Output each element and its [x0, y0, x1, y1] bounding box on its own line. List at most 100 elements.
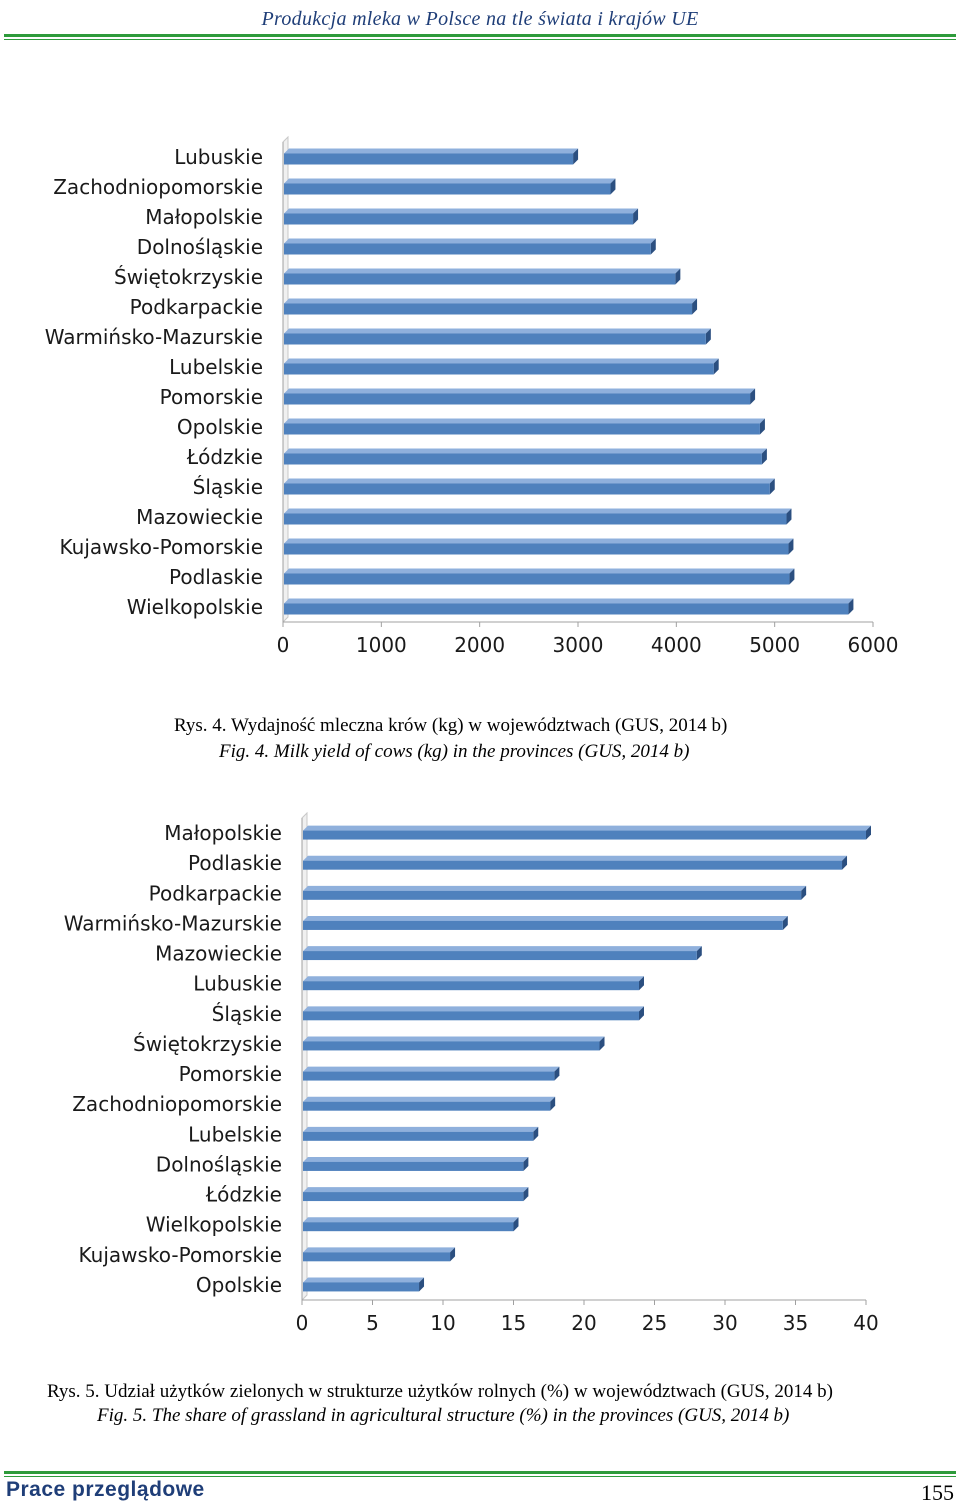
- bar-top: [303, 1277, 425, 1283]
- bar-side: [705, 328, 711, 345]
- x-tick-label: 20: [571, 1311, 596, 1335]
- bar-side: [750, 388, 756, 405]
- bar: [303, 981, 639, 991]
- bar-side: [599, 1036, 605, 1051]
- bar: [303, 1282, 420, 1292]
- bar-side: [419, 1277, 425, 1292]
- bar: [303, 951, 697, 961]
- category-label: Warmińsko-Mazurskie: [64, 911, 282, 935]
- bar: [284, 153, 574, 165]
- bar-top: [303, 885, 807, 891]
- x-tick-label: 25: [642, 1311, 667, 1335]
- figure5-caption-pl: Rys. 5. Udział użytków zielonych w struk…: [47, 1381, 833, 1402]
- category-label: Podkarpackie: [149, 881, 282, 905]
- category-label: Lubelskie: [169, 355, 263, 379]
- bar: [303, 920, 783, 930]
- bar-side: [848, 598, 854, 615]
- bar-side: [638, 976, 644, 991]
- bar: [284, 363, 714, 375]
- category-label: Zachodniopomorskie: [53, 175, 263, 199]
- bar: [303, 830, 866, 840]
- bar-top: [303, 1247, 456, 1253]
- bar-top: [303, 1217, 519, 1223]
- bar-side: [675, 268, 681, 285]
- bar: [284, 243, 651, 255]
- grassland-share-chart: 0 5 10 15 20 25 30 35 40 Małopolskie Podlaskie Podk…: [64, 811, 879, 1335]
- bar-top: [303, 1066, 560, 1072]
- bar-side: [866, 825, 871, 840]
- bar-side: [633, 208, 639, 225]
- bar-side: [842, 855, 848, 870]
- bar-side: [713, 358, 719, 375]
- bar-top: [284, 328, 711, 334]
- category-label: Dolnośląskie: [137, 235, 263, 259]
- category-label: Śląskie: [212, 1002, 282, 1026]
- category-label: Zachodniopomorskie: [72, 1092, 282, 1116]
- bar-top: [303, 1187, 529, 1193]
- category-label: Śląskie: [193, 475, 263, 499]
- category-label: Kujawsko-Pomorskie: [79, 1243, 282, 1267]
- bar-top: [303, 946, 702, 952]
- bar-side: [696, 946, 702, 961]
- bar-top: [284, 448, 767, 454]
- category-label: Małopolskie: [145, 205, 263, 229]
- bar-top: [284, 508, 792, 514]
- bar-top: [284, 538, 794, 544]
- bar: [284, 333, 706, 345]
- bar-top: [284, 268, 681, 274]
- category-label: Małopolskie: [164, 821, 282, 845]
- x-tick-label: 30: [712, 1311, 737, 1335]
- bar-top: [303, 1036, 605, 1042]
- bar: [284, 573, 790, 585]
- bar: [303, 1071, 555, 1081]
- bar-side: [523, 1156, 529, 1171]
- bar: [303, 1131, 534, 1141]
- bar: [303, 890, 802, 900]
- bar: [284, 543, 789, 555]
- running-title: Produkcja mleka w Polsce na tle świata i…: [261, 8, 699, 30]
- bar-side: [761, 448, 767, 465]
- category-label: Wielkopolskie: [146, 1213, 282, 1237]
- x-tick-label: 5000: [749, 633, 800, 657]
- bar: [284, 423, 760, 435]
- bar: [303, 1161, 524, 1171]
- milk-yield-chart: 0 1000 2000 3000 4000 5000 6000 Lubuskie Zachodn…: [45, 135, 899, 657]
- bar-top: [284, 388, 756, 394]
- bar: [284, 303, 693, 315]
- figure5-caption-en: Fig. 5. The share of grassland in agricu…: [97, 1405, 790, 1426]
- bar: [303, 860, 843, 870]
- category-label: Wielkopolskie: [127, 595, 263, 619]
- bar-top: [284, 418, 765, 424]
- figure4-caption-pl: Rys. 4. Wydajność mleczna krów (kg) w wo…: [174, 715, 728, 736]
- category-label: Podlaskie: [169, 565, 263, 589]
- bar: [303, 1192, 524, 1202]
- bar-side: [533, 1126, 539, 1141]
- bar-side: [450, 1247, 456, 1262]
- x-tick-label: 0: [277, 633, 290, 657]
- category-label: Mazowieckie: [155, 942, 282, 966]
- bar-side: [801, 885, 807, 900]
- x-tick-label: 10: [430, 1311, 455, 1335]
- bar: [284, 183, 611, 195]
- bar-top: [284, 208, 639, 214]
- x-tick-label: 40: [853, 1311, 878, 1335]
- x-tick-label: 35: [783, 1311, 808, 1335]
- x-tick-label: 6000: [848, 633, 899, 657]
- bar-top: [303, 976, 644, 982]
- x-tick-label: 15: [501, 1311, 526, 1335]
- bar-side: [788, 538, 794, 555]
- bar: [303, 1222, 514, 1232]
- category-label: Warmińsko-Mazurskie: [45, 325, 263, 349]
- category-label: Opolskie: [196, 1273, 282, 1297]
- bar: [284, 393, 751, 405]
- category-label: Lubelskie: [188, 1122, 282, 1146]
- bar-top: [284, 478, 775, 484]
- bar-top: [284, 238, 656, 244]
- bar: [284, 603, 849, 615]
- bar: [284, 213, 634, 225]
- bar-side: [759, 418, 765, 435]
- bar: [284, 453, 762, 465]
- bar-top: [284, 178, 616, 184]
- bar-side: [638, 1006, 644, 1021]
- bar-top: [303, 855, 848, 861]
